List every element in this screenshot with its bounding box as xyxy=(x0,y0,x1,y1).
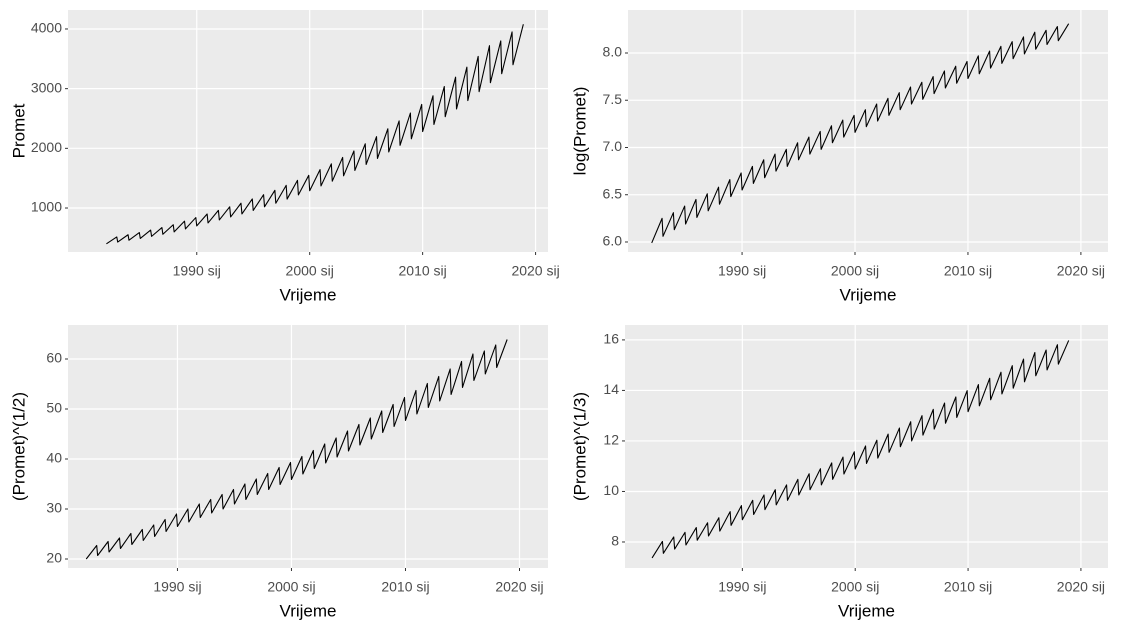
panel: 1000 2000 3000 4000 1990 sij 2000 sij 2010 sij… xyxy=(9,10,560,304)
y-tick-label: 1000 xyxy=(31,199,62,215)
y-tick-label: 40 xyxy=(46,450,62,466)
panel: 20 30 40 50 60 1990 sij 2000 sij 2010 sij 2020 s… xyxy=(9,325,548,620)
panel: 6.0 6.5 7.0 7.5 8.0 1990 sij 2000 sij 2010 sij 2… xyxy=(570,10,1108,304)
x-tick-label: 2000 sij xyxy=(267,579,315,595)
y-axis-title: (Promet)^(1/3) xyxy=(570,392,589,501)
y-tick-label: 12 xyxy=(603,432,619,448)
x-axis-title: Vrijeme xyxy=(838,601,895,620)
y-tick-label: 16 xyxy=(603,331,619,347)
x-tick-label: 2020 sij xyxy=(1057,579,1105,595)
y-tick-label: 4000 xyxy=(31,20,62,36)
y-tick-label: 6.5 xyxy=(603,185,623,201)
y-tick-label: 20 xyxy=(46,550,62,566)
y-tick-label: 60 xyxy=(46,350,62,366)
series-line xyxy=(85,339,508,560)
x-axis-title: Vrijeme xyxy=(840,285,897,304)
x-tick-label: 1990 sij xyxy=(718,579,766,595)
x-axis-title: Vrijeme xyxy=(280,285,337,304)
plot-background xyxy=(68,325,548,568)
x-tick-label: 2010 sij xyxy=(944,579,992,595)
series-line xyxy=(651,340,1070,559)
x-tick-label: 2000 sij xyxy=(831,579,879,595)
plot-background xyxy=(68,10,548,252)
y-tick-label: 30 xyxy=(46,500,62,516)
x-tick-label: 1990 sij xyxy=(173,263,221,279)
y-tick-label: 3000 xyxy=(31,79,62,95)
y-tick-label: 6.0 xyxy=(603,233,623,249)
x-tick-label: 1990 sij xyxy=(718,263,766,279)
y-tick-label: 8 xyxy=(611,533,619,549)
x-tick-label: 2020 sij xyxy=(495,579,543,595)
x-tick-label: 2000 sij xyxy=(831,263,879,279)
y-tick-label: 8.0 xyxy=(603,44,623,60)
panel: 8 10 12 14 16 1990 sij 2000 sij 2010 sij 2020 si… xyxy=(570,325,1108,620)
plot-background xyxy=(628,10,1108,252)
series-line xyxy=(106,24,524,245)
x-tick-label: 2010 sij xyxy=(944,263,992,279)
x-tick-label: 2010 sij xyxy=(399,263,447,279)
x-axis-title: Vrijeme xyxy=(280,601,337,620)
y-tick-label: 2000 xyxy=(31,139,62,155)
y-axis-title: Promet xyxy=(9,103,28,158)
x-tick-label: 2020 sij xyxy=(511,263,559,279)
y-tick-label: 50 xyxy=(46,400,62,416)
y-tick-label: 7.0 xyxy=(603,138,623,154)
series-line xyxy=(651,23,1070,244)
y-axis-title: (Promet)^(1/2) xyxy=(9,392,28,501)
y-tick-label: 7.5 xyxy=(603,91,623,107)
y-axis-title: log(Promet) xyxy=(570,87,589,176)
plot-background xyxy=(625,325,1108,568)
x-tick-label: 2020 sij xyxy=(1057,263,1105,279)
y-tick-label: 10 xyxy=(603,482,619,498)
x-tick-label: 1990 sij xyxy=(153,579,201,595)
y-tick-label: 14 xyxy=(603,381,619,397)
x-tick-label: 2000 sij xyxy=(286,263,334,279)
x-tick-label: 2010 sij xyxy=(381,579,429,595)
